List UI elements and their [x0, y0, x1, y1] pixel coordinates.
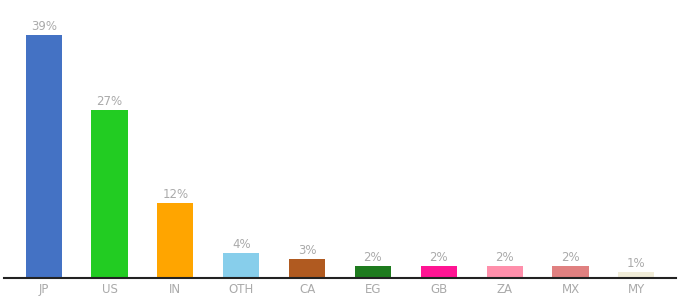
Bar: [26, 35, 62, 278]
Text: 2%: 2%: [495, 251, 514, 264]
Text: 39%: 39%: [31, 20, 56, 33]
Bar: [486, 266, 523, 278]
Bar: [552, 266, 589, 278]
Text: 2%: 2%: [364, 251, 382, 264]
Bar: [289, 259, 325, 278]
Bar: [355, 266, 391, 278]
Text: 4%: 4%: [232, 238, 250, 251]
Bar: [421, 266, 457, 278]
Bar: [223, 253, 259, 278]
Text: 27%: 27%: [97, 95, 122, 108]
Bar: [618, 272, 654, 278]
Text: 2%: 2%: [430, 251, 448, 264]
Text: 2%: 2%: [561, 251, 580, 264]
Bar: [157, 203, 194, 278]
Text: 1%: 1%: [627, 257, 645, 270]
Text: 3%: 3%: [298, 244, 316, 257]
Text: 12%: 12%: [163, 188, 188, 201]
Bar: [91, 110, 128, 278]
